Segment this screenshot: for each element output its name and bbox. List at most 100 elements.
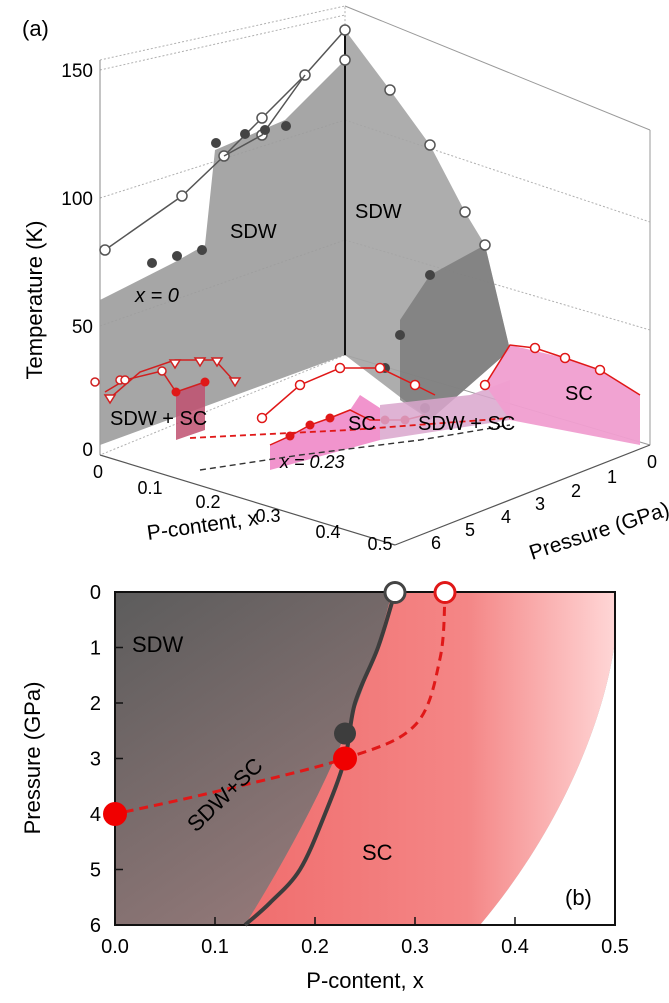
a-p-tick: 0 <box>647 452 657 472</box>
b-y-tick-label: 0 <box>90 582 101 604</box>
point <box>339 54 351 66</box>
sdw-surface-left <box>100 60 345 445</box>
point <box>211 138 221 148</box>
b-y-tick-label: 3 <box>90 749 101 771</box>
annot-x0: x = 0 <box>134 285 179 307</box>
point <box>103 394 117 405</box>
sdw-surface-dark <box>400 245 510 420</box>
z-tick-100: 100 <box>61 189 93 210</box>
point <box>384 84 396 96</box>
point <box>594 364 606 376</box>
sc-mid-region <box>270 395 380 470</box>
point <box>120 375 130 385</box>
b-y-axis-label: Pressure (GPa) <box>20 682 45 835</box>
point <box>147 258 157 268</box>
annot-sdw-sc-left: SDW + SC <box>110 408 207 430</box>
a-x-tick: 0.4 <box>315 522 340 542</box>
point <box>479 379 491 391</box>
panel-b-label: (b) <box>565 885 592 910</box>
b-x-tick-label: 0.2 <box>301 936 329 958</box>
annot-sdw-left: SDW <box>230 221 277 243</box>
a-x-tick: 0 <box>93 462 103 482</box>
point <box>176 190 188 202</box>
open-red-marker <box>433 581 457 605</box>
white-upper-right <box>480 640 615 925</box>
sdw-sc-left-open-points <box>90 357 242 405</box>
b-y-tick-label: 4 <box>90 804 101 826</box>
point <box>157 366 167 376</box>
label-sdw: SDW <box>132 632 184 657</box>
sc-right-curve <box>484 344 641 396</box>
point <box>99 244 111 256</box>
b-y-tick-label: 2 <box>90 693 101 715</box>
point <box>281 121 291 131</box>
sdw-sc-left-region <box>176 382 205 440</box>
b-y-tick-label: 5 <box>90 860 101 882</box>
annot-sdw-sc-right: SDW + SC <box>418 413 515 435</box>
z-tick-50: 50 <box>72 317 93 338</box>
b-y-tick-label: 6 <box>90 915 101 937</box>
sc-right-open-points <box>479 342 606 391</box>
point <box>459 206 471 218</box>
a-p-tick: 5 <box>465 520 475 540</box>
annot-x023: x = 0.23 <box>279 452 345 472</box>
point <box>334 362 346 374</box>
sc-mid-open-points <box>256 362 421 424</box>
a-x-ticks: 0 0.1 0.2 0.3 0.4 0.5 <box>93 462 393 554</box>
x-floor-axis <box>99 454 396 546</box>
a-x-tick: 0.1 <box>137 478 162 498</box>
point <box>168 359 182 370</box>
a-x-tick: 0.3 <box>255 506 280 526</box>
b-x-tick-label: 0.0 <box>101 936 129 958</box>
label-sc: SC <box>362 840 393 865</box>
point <box>425 270 435 280</box>
x0-open-points <box>99 24 491 256</box>
annot-sc-mid: SC <box>348 413 376 435</box>
annot-sc-right: SC <box>565 383 593 405</box>
b-x-tick-label: 0.3 <box>401 936 429 958</box>
a-p-tick: 2 <box>571 481 581 501</box>
a-p-axis-label: Pressure (GPa) <box>526 498 669 565</box>
point <box>171 387 181 397</box>
point <box>256 412 268 424</box>
filled-dark-marker <box>334 722 356 745</box>
filled-red-marker-mid <box>333 746 357 771</box>
point <box>325 413 335 423</box>
b-y-tick-label: 1 <box>90 638 101 660</box>
z-tick-0: 0 <box>82 440 93 461</box>
z-ticks: 0 50 100 150 <box>61 61 93 461</box>
panel-a-label: (a) <box>22 16 49 41</box>
point <box>172 251 182 261</box>
point <box>193 357 207 368</box>
a-x-tick: 0.5 <box>367 534 392 554</box>
b-x-tick-label: 0.1 <box>201 936 229 958</box>
b-y-ticks: 0 1 2 3 4 5 6 <box>90 582 123 937</box>
point <box>228 377 242 388</box>
point <box>200 377 210 387</box>
b-x-ticks: 0.0 0.1 0.2 0.3 0.4 0.5 <box>101 917 629 958</box>
a-x-axis-label: P-content, x <box>145 507 260 545</box>
sc-right-region <box>485 345 640 445</box>
point <box>294 379 306 391</box>
a-p-tick: 4 <box>501 507 511 527</box>
point <box>240 129 250 139</box>
a-p-tick: 1 <box>607 467 617 487</box>
a-p-tick: 3 <box>535 494 545 514</box>
floor-sdw-dashed <box>199 424 511 471</box>
z-tick-150: 150 <box>61 61 93 82</box>
annot-sdw-right: SDW <box>355 201 402 223</box>
point <box>256 112 268 124</box>
point <box>395 330 405 340</box>
panel-a: (a) 0 50 100 150 Temperature (K) <box>22 5 669 565</box>
point <box>374 362 386 374</box>
sdw-boundary-curve <box>243 591 397 927</box>
open-gray-marker <box>383 581 407 605</box>
b-x-tick-label: 0.4 <box>501 936 529 958</box>
z-axis-label: Temperature (K) <box>22 221 47 380</box>
point <box>210 357 224 368</box>
sc-boundary-curve <box>114 591 447 816</box>
point <box>90 377 100 387</box>
floor-sc-dashed <box>189 417 511 439</box>
